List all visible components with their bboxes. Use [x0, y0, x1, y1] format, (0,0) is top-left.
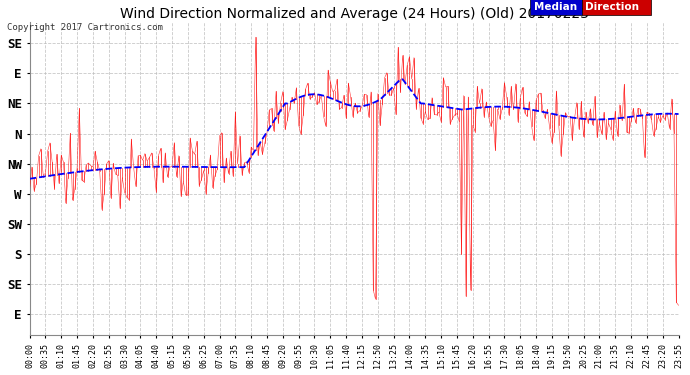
Text: Median: Median [533, 2, 577, 12]
Title: Wind Direction Normalized and Average (24 Hours) (Old) 20170223: Wind Direction Normalized and Average (2… [119, 7, 589, 21]
Text: Copyright 2017 Cartronics.com: Copyright 2017 Cartronics.com [7, 23, 163, 32]
Text: Direction: Direction [585, 2, 640, 12]
